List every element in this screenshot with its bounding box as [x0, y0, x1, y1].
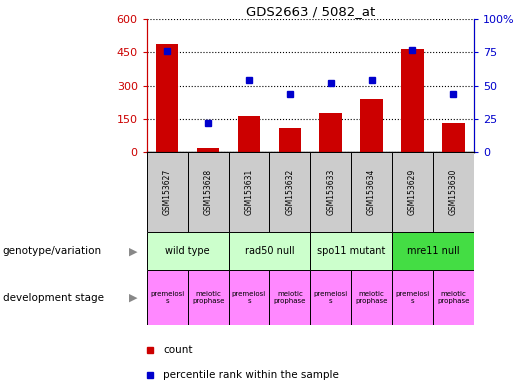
- Bar: [392, 152, 433, 232]
- Text: premeiosi
s: premeiosi s: [314, 291, 348, 304]
- Bar: [442, 123, 465, 152]
- Bar: [351, 152, 392, 232]
- Bar: [392, 232, 474, 270]
- Bar: [319, 113, 342, 152]
- Bar: [187, 270, 229, 325]
- Bar: [310, 270, 351, 325]
- Text: GSM153627: GSM153627: [163, 169, 171, 215]
- Text: genotype/variation: genotype/variation: [3, 246, 101, 256]
- Text: ▶: ▶: [129, 293, 138, 303]
- Text: ▶: ▶: [129, 246, 138, 256]
- Bar: [156, 43, 179, 152]
- Bar: [310, 232, 392, 270]
- Bar: [229, 152, 269, 232]
- Text: meiotic
prophase: meiotic prophase: [192, 291, 224, 304]
- Text: GSM153633: GSM153633: [326, 169, 335, 215]
- Bar: [147, 270, 187, 325]
- Text: meiotic
prophase: meiotic prophase: [437, 291, 470, 304]
- Text: meiotic
prophase: meiotic prophase: [273, 291, 306, 304]
- Text: premeiosi
s: premeiosi s: [150, 291, 184, 304]
- Bar: [433, 270, 474, 325]
- Text: mre11 null: mre11 null: [407, 246, 459, 256]
- Bar: [279, 128, 301, 152]
- Text: count: count: [163, 345, 193, 355]
- Bar: [229, 232, 310, 270]
- Bar: [238, 116, 260, 152]
- Bar: [310, 152, 351, 232]
- Bar: [147, 232, 229, 270]
- Text: percentile rank within the sample: percentile rank within the sample: [163, 370, 339, 380]
- Bar: [187, 152, 229, 232]
- Text: GSM153632: GSM153632: [285, 169, 295, 215]
- Text: rad50 null: rad50 null: [245, 246, 294, 256]
- Bar: [269, 270, 310, 325]
- Text: spo11 mutant: spo11 mutant: [317, 246, 385, 256]
- Text: meiotic
prophase: meiotic prophase: [355, 291, 388, 304]
- Text: wild type: wild type: [165, 246, 210, 256]
- Bar: [392, 270, 433, 325]
- Bar: [229, 270, 269, 325]
- Bar: [360, 99, 383, 152]
- Text: GSM153634: GSM153634: [367, 169, 376, 215]
- Text: GSM153629: GSM153629: [408, 169, 417, 215]
- Bar: [401, 49, 424, 152]
- Text: premeiosi
s: premeiosi s: [232, 291, 266, 304]
- Bar: [351, 270, 392, 325]
- Text: premeiosi
s: premeiosi s: [396, 291, 430, 304]
- Text: GSM153628: GSM153628: [203, 169, 213, 215]
- Text: GSM153631: GSM153631: [245, 169, 253, 215]
- Bar: [269, 152, 310, 232]
- Text: GSM153630: GSM153630: [449, 169, 458, 215]
- Bar: [433, 152, 474, 232]
- Text: development stage: development stage: [3, 293, 104, 303]
- Title: GDS2663 / 5082_at: GDS2663 / 5082_at: [246, 5, 375, 18]
- Bar: [147, 152, 187, 232]
- Bar: [197, 148, 219, 152]
